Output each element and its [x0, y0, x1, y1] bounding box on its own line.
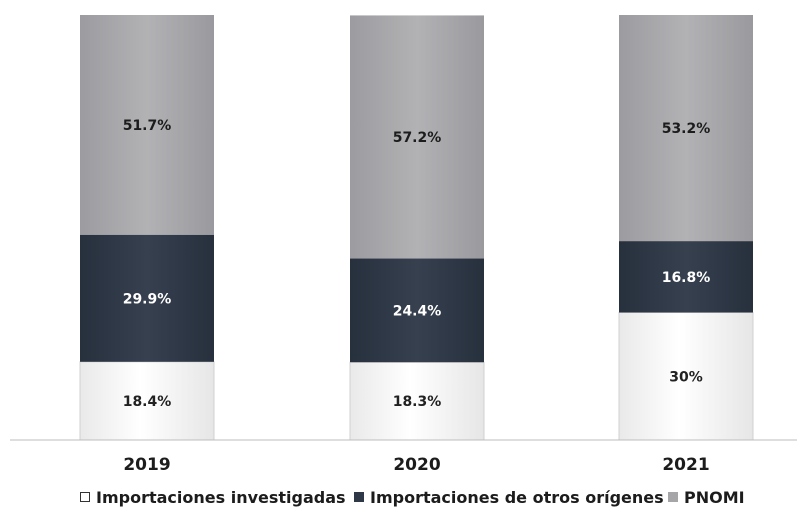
data-label-seg-otros-origenes-2020: 24.4%	[393, 303, 442, 319]
bar-seg-otros-origenes-2021	[619, 241, 753, 313]
bar-seg-investigadas-2019	[79, 361, 215, 441]
bar-seg-pnomi-2021	[619, 15, 753, 242]
bar-seg-pnomi-2019	[80, 15, 214, 235]
data-label-seg-otros-origenes-2019: 29.9%	[123, 291, 172, 307]
data-label-seg-otros-origenes-2021: 16.8%	[662, 270, 711, 286]
x-tick-labels: 2019 2020 2021	[123, 455, 709, 475]
bars-group: 18.4% 29.9% 51.7% 18.3% 24.4% 57.2% 30% 16.8% 53…	[79, 15, 754, 441]
legend: Importaciones investigadas Importaciones…	[0, 482, 807, 512]
x-tick-label-2020: 2020	[393, 455, 440, 475]
bar-seg-otros-origenes-2019	[80, 234, 214, 362]
legend-label: Importaciones de otros orígenes	[370, 487, 664, 507]
legend-label: PNOMI	[684, 487, 745, 507]
bar-seg-pnomi-2020	[350, 15, 484, 259]
data-label-seg-pnomi-2019: 51.7%	[123, 118, 172, 134]
data-label-seg-investigadas-2019: 18.4%	[123, 394, 172, 410]
bar-seg-investigadas-2020	[349, 361, 485, 441]
x-tick-label-2021: 2021	[662, 455, 709, 475]
legend-label: Importaciones investigadas	[96, 487, 346, 507]
legend-item-importaciones-otros-origenes: Importaciones de otros orígenes	[354, 482, 664, 512]
bar-seg-otros-origenes-2020	[350, 258, 484, 363]
data-label-seg-pnomi-2021: 53.2%	[662, 121, 711, 137]
data-label-seg-investigadas-2020: 18.3%	[393, 394, 442, 410]
legend-swatch-dark	[354, 492, 364, 502]
legend-swatch-white	[80, 492, 90, 502]
legend-swatch-gray	[668, 492, 678, 502]
stacked-bar-chart: 18.4% 29.9% 51.7% 18.3% 24.4% 57.2% 30% 16.8% 53…	[10, 15, 797, 475]
data-label-seg-investigadas-2021: 30%	[669, 369, 703, 385]
data-label-seg-pnomi-2020: 57.2%	[393, 130, 442, 146]
legend-item-pnomi: PNOMI	[668, 482, 745, 512]
legend-item-importaciones-investigadas: Importaciones investigadas	[80, 482, 346, 512]
x-tick-label-2019: 2019	[123, 455, 170, 475]
